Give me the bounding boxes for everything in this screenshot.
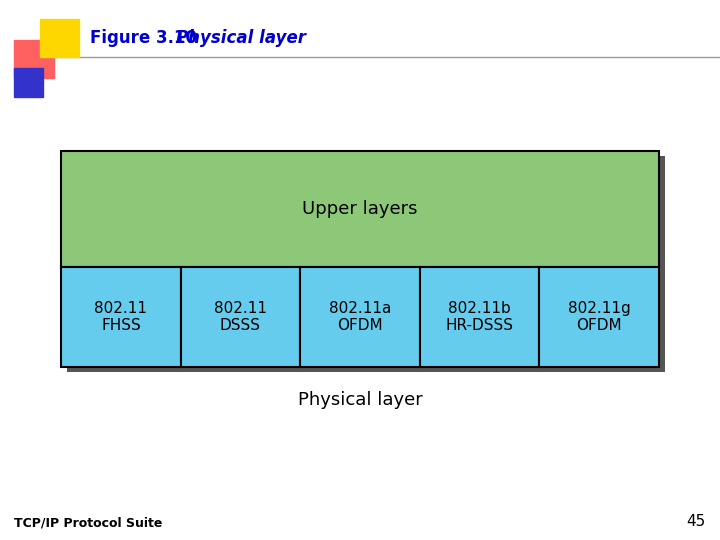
Bar [40,19,79,57]
Bar [420,267,539,367]
Text: TCP/IP Protocol Suite: TCP/IP Protocol Suite [14,516,163,529]
Bar [181,267,300,367]
Bar [61,267,181,367]
Bar [300,267,420,367]
Bar [14,40,54,78]
Text: 45: 45 [686,514,706,529]
Bar [67,156,665,372]
Text: Physical layer: Physical layer [176,29,307,47]
Text: 802.11g
OFDM: 802.11g OFDM [567,301,631,333]
Text: 802.11
DSSS: 802.11 DSSS [214,301,267,333]
Bar [539,267,659,367]
Text: Physical layer: Physical layer [297,390,423,409]
Text: 802.11a
OFDM: 802.11a OFDM [329,301,391,333]
Text: Upper layers: Upper layers [302,200,418,218]
Bar [14,68,43,97]
Text: 802.11
FHSS: 802.11 FHSS [94,301,148,333]
Bar [61,151,659,267]
Text: 802.11b
HR-DSSS: 802.11b HR-DSSS [446,301,513,333]
Text: Figure 3.10: Figure 3.10 [90,29,197,47]
